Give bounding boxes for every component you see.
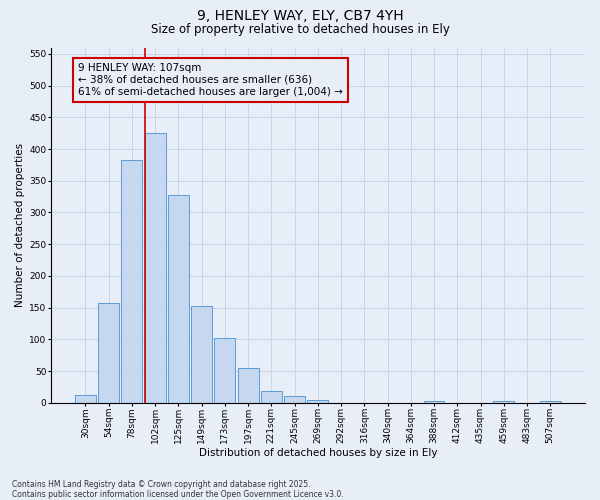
Bar bbox=[307, 400, 328, 403]
Bar bbox=[75, 395, 96, 403]
Bar bbox=[261, 392, 282, 403]
Bar bbox=[284, 396, 305, 403]
Bar bbox=[145, 133, 166, 403]
Bar bbox=[191, 306, 212, 403]
Bar bbox=[424, 401, 445, 403]
Y-axis label: Number of detached properties: Number of detached properties bbox=[15, 143, 25, 307]
Bar bbox=[238, 368, 259, 403]
Bar bbox=[98, 303, 119, 403]
X-axis label: Distribution of detached houses by size in Ely: Distribution of detached houses by size … bbox=[199, 448, 437, 458]
Bar bbox=[168, 194, 189, 403]
Bar bbox=[121, 160, 142, 403]
Bar bbox=[540, 401, 561, 403]
Text: 9 HENLEY WAY: 107sqm
← 38% of detached houses are smaller (636)
61% of semi-deta: 9 HENLEY WAY: 107sqm ← 38% of detached h… bbox=[79, 64, 343, 96]
Bar bbox=[214, 338, 235, 403]
Text: Contains HM Land Registry data © Crown copyright and database right 2025.
Contai: Contains HM Land Registry data © Crown c… bbox=[12, 480, 344, 499]
Text: 9, HENLEY WAY, ELY, CB7 4YH: 9, HENLEY WAY, ELY, CB7 4YH bbox=[197, 9, 403, 23]
Bar bbox=[493, 401, 514, 403]
Text: Size of property relative to detached houses in Ely: Size of property relative to detached ho… bbox=[151, 22, 449, 36]
